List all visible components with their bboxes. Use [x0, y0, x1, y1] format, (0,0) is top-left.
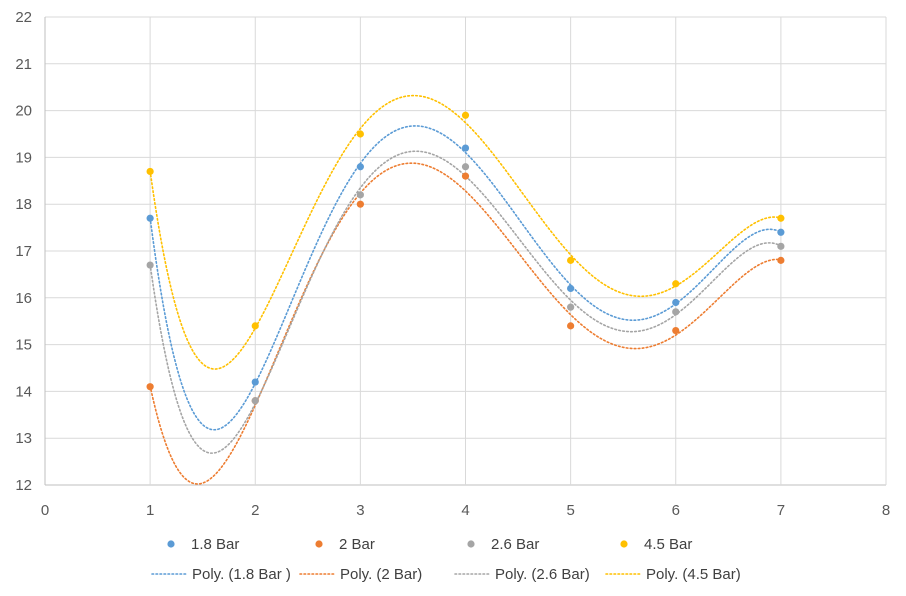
- y-tick-label: 19: [15, 149, 32, 166]
- data-point-series-1: [777, 256, 785, 264]
- x-tick-label: 0: [41, 502, 49, 519]
- data-point-series-3: [777, 214, 785, 222]
- legend-item: 1.8 Bar: [167, 536, 239, 553]
- y-tick-label: 17: [15, 243, 32, 260]
- x-tick-label: 6: [672, 502, 680, 519]
- y-tick-label: 13: [15, 430, 32, 447]
- legend-item-trendline: Poly. (2 Bar): [299, 566, 422, 583]
- legend-marker: [467, 540, 475, 548]
- data-point-series-3: [567, 256, 575, 264]
- grid-lines: [44, 16, 887, 486]
- y-tick-label: 20: [15, 103, 32, 120]
- data-points: [146, 111, 785, 405]
- data-point-series-3: [672, 280, 680, 288]
- legend-label: 2.6 Bar: [491, 536, 539, 553]
- legend-item-trendline: Poly. (2.6 Bar): [454, 566, 590, 583]
- legend-item: 2.6 Bar: [467, 536, 539, 553]
- y-tick-label: 21: [15, 56, 32, 73]
- data-point-series-0: [146, 214, 154, 222]
- x-tick-label: 2: [251, 502, 259, 519]
- data-point-series-2: [672, 308, 680, 316]
- y-tick-label: 18: [15, 196, 32, 213]
- y-tick-label: 22: [15, 9, 32, 26]
- data-point-series-3: [356, 130, 364, 138]
- legend-label: 1.8 Bar: [191, 536, 239, 553]
- data-point-series-2: [146, 261, 154, 269]
- data-point-series-2: [567, 303, 575, 311]
- legend-label: Poly. (2 Bar): [340, 566, 422, 583]
- data-point-series-1: [461, 172, 470, 180]
- data-point-series-0: [567, 284, 575, 293]
- legend: 1.8 Bar 2 Bar 2.6 Bar 4.5 Bar Poly. (1.8 Bar…: [151, 536, 741, 583]
- data-point-series-3: [146, 167, 154, 176]
- data-point-series-1: [356, 200, 364, 208]
- data-point-series-2: [251, 397, 259, 405]
- data-point-series-2: [461, 163, 470, 171]
- data-point-series-0: [672, 298, 680, 307]
- legend-marker: [315, 540, 323, 548]
- data-point-series-3: [251, 322, 259, 330]
- x-tick-label: 4: [461, 502, 469, 519]
- x-tick-label: 8: [882, 502, 890, 519]
- legend-item-trendline: Poly. (1.8 Bar ): [151, 566, 291, 583]
- legend-label: 4.5 Bar: [644, 536, 692, 553]
- legend-item-trendline: Poly. (4.5 Bar): [605, 566, 741, 583]
- legend-label: Poly. (4.5 Bar): [646, 566, 741, 583]
- y-tick-label: 15: [15, 337, 32, 354]
- legend-marker: [620, 540, 628, 548]
- y-tick-label: 16: [15, 290, 32, 307]
- legend-label: Poly. (2.6 Bar): [495, 566, 590, 583]
- data-point-series-0: [251, 378, 259, 386]
- x-tick-label: 1: [146, 502, 154, 519]
- x-tick-label: 3: [356, 502, 364, 519]
- data-point-series-0: [461, 144, 470, 152]
- legend-marker: [167, 540, 175, 548]
- x-tick-label: 7: [777, 502, 785, 519]
- x-axis-tick-labels: 0 1 2 3 4 5 6 7 8: [41, 502, 890, 519]
- data-point-series-2: [356, 191, 364, 199]
- data-point-series-0: [356, 163, 364, 171]
- data-point-series-0: [777, 228, 785, 236]
- trendline-1: [149, 162, 782, 485]
- legend-item: 2 Bar: [315, 536, 375, 553]
- y-tick-label: 14: [15, 383, 32, 400]
- x-tick-label: 5: [566, 502, 574, 519]
- legend-item: 4.5 Bar: [620, 536, 692, 553]
- data-point-series-1: [672, 326, 680, 335]
- data-point-series-1: [146, 383, 154, 391]
- data-point-series-3: [461, 111, 470, 119]
- data-point-series-1: [567, 322, 575, 330]
- y-tick-label: 12: [15, 477, 32, 494]
- data-point-series-2: [777, 242, 785, 250]
- y-axis-tick-labels: 12 13 14 15 16 17 18 19 20 21 22: [15, 9, 32, 494]
- legend-label: 2 Bar: [339, 536, 375, 553]
- legend-label: Poly. (1.8 Bar ): [192, 566, 291, 583]
